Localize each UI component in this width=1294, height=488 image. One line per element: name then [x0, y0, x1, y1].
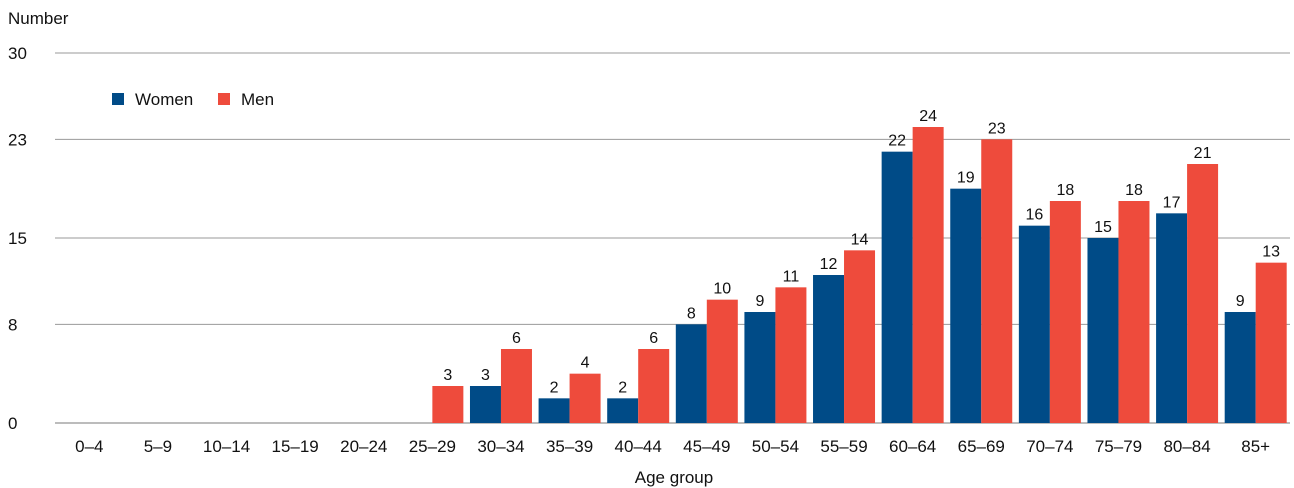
bar-men-17 — [1255, 262, 1287, 423]
bar-women-17 — [1224, 312, 1256, 423]
x-tick-label: 80–84 — [1163, 437, 1210, 456]
value-label-women-7: 2 — [550, 379, 559, 396]
bar-women-15 — [1087, 238, 1119, 423]
bar-women-13 — [950, 188, 982, 423]
bar-men-15 — [1118, 201, 1150, 423]
bar-men-16 — [1187, 164, 1219, 423]
x-tick-label: 70–74 — [1026, 437, 1073, 456]
x-tick-label: 0–4 — [75, 437, 103, 456]
value-label-women-13: 19 — [957, 170, 975, 187]
value-label-women-15: 15 — [1094, 219, 1112, 236]
bar-women-7 — [538, 398, 570, 423]
value-label-women-12: 22 — [888, 133, 906, 150]
x-tick-label: 25–29 — [409, 437, 456, 456]
bar-men-12 — [912, 127, 944, 423]
legend: Women Men — [112, 90, 274, 109]
x-tick-label: 20–24 — [340, 437, 387, 456]
bar-men-11 — [844, 250, 876, 423]
value-label-men-5: 3 — [443, 367, 452, 384]
x-tick-label: 35–39 — [546, 437, 593, 456]
gridlines — [55, 52, 1290, 424]
y-tick-label: 8 — [8, 315, 17, 334]
value-label-women-6: 3 — [481, 367, 490, 384]
bars — [432, 127, 1287, 424]
bar-men-13 — [981, 139, 1013, 424]
bar-men-10 — [775, 287, 807, 423]
value-label-men-11: 14 — [851, 231, 869, 248]
x-tick-label: 30–34 — [477, 437, 524, 456]
value-label-women-17: 9 — [1236, 293, 1245, 310]
value-label-men-7: 4 — [581, 355, 590, 372]
y-tick-label: 30 — [8, 44, 27, 63]
bar-men-6 — [500, 349, 532, 423]
x-tick-label: 75–79 — [1095, 437, 1142, 456]
value-label-women-9: 8 — [687, 305, 696, 322]
legend-swatch-women — [112, 93, 124, 105]
value-label-men-14: 18 — [1056, 182, 1074, 199]
x-axis-label: Age group — [635, 468, 713, 487]
bar-men-8 — [638, 349, 670, 423]
bar-women-9 — [675, 324, 707, 423]
bar-men-9 — [706, 299, 738, 423]
value-label-men-12: 24 — [919, 108, 937, 125]
bar-men-7 — [569, 373, 601, 423]
x-tick-label: 45–49 — [683, 437, 730, 456]
value-label-women-10: 9 — [755, 293, 764, 310]
y-tick-label: 15 — [8, 229, 27, 248]
value-label-men-13: 23 — [988, 120, 1006, 137]
x-tick-label: 15–19 — [271, 437, 318, 456]
legend-label-men: Men — [241, 90, 274, 109]
y-tick-label: 0 — [8, 414, 17, 433]
value-label-women-11: 12 — [820, 256, 838, 273]
value-label-women-8: 2 — [618, 379, 627, 396]
legend-swatch-men — [218, 93, 230, 105]
x-tick-label: 85+ — [1241, 437, 1270, 456]
bar-women-10 — [744, 312, 776, 423]
x-tick-label: 65–69 — [958, 437, 1005, 456]
value-label-women-14: 16 — [1025, 207, 1043, 224]
x-tick-label: 10–14 — [203, 437, 250, 456]
x-tick-label: 60–64 — [889, 437, 936, 456]
value-label-women-16: 17 — [1163, 194, 1181, 211]
bar-women-8 — [607, 398, 639, 423]
x-axis-ticks: 0–4 5–9 10–14 15–19 20–24 25–29 30–34 35–39 40–4… — [75, 437, 1270, 456]
value-label-men-10: 11 — [783, 268, 800, 285]
y-axis-ticks: 0 8 15 23 30 — [8, 44, 27, 433]
bar-women-6 — [469, 386, 501, 423]
x-tick-label: 5–9 — [144, 437, 172, 456]
bar-women-11 — [813, 275, 845, 423]
bar-men-5 — [432, 386, 464, 423]
x-tick-label: 40–44 — [615, 437, 662, 456]
x-tick-label: 55–59 — [820, 437, 867, 456]
value-label-men-6: 6 — [512, 330, 521, 347]
bar-men-14 — [1049, 201, 1081, 423]
value-label-men-16: 21 — [1194, 145, 1212, 162]
bar-women-12 — [881, 151, 913, 423]
y-tick-label: 23 — [8, 130, 27, 149]
legend-label-women: Women — [135, 90, 193, 109]
value-label-men-9: 10 — [713, 281, 731, 298]
value-label-men-15: 18 — [1125, 182, 1143, 199]
bar-women-14 — [1018, 225, 1050, 423]
value-label-men-17: 13 — [1262, 244, 1280, 261]
bar-women-16 — [1156, 213, 1188, 423]
value-label-men-8: 6 — [649, 330, 658, 347]
y-axis-label: Number — [8, 9, 69, 28]
x-tick-label: 50–54 — [752, 437, 799, 456]
